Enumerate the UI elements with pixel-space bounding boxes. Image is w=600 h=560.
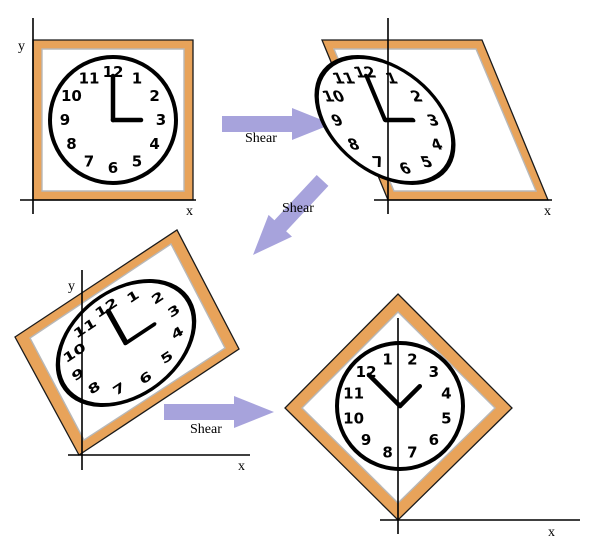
clock-numeral: 11 (79, 69, 100, 87)
clock-numeral: 1 (132, 69, 142, 87)
clock-numeral: 12 (351, 63, 379, 81)
clock-numeral: 12 (356, 363, 377, 381)
clock-minute-hand (366, 372, 403, 409)
clock-numeral: 4 (441, 385, 451, 403)
shear-label-3: Shear (190, 422, 222, 437)
x-axis-label: x (186, 204, 193, 219)
clock-numeral: 5 (158, 348, 176, 368)
arrow-down-left-icon (253, 174, 329, 255)
clock-hour-hand (397, 383, 423, 409)
shear-arrow-3: Shear (164, 396, 274, 437)
clock-numeral: 9 (60, 111, 70, 129)
shear-label-2: Shear (282, 201, 314, 216)
clock-numeral: 8 (382, 443, 392, 461)
clock-numeral: 2 (407, 351, 417, 369)
x-axis-label: x (238, 459, 245, 474)
clock-numeral: 12 (103, 63, 124, 81)
clock-numeral: 6 (108, 159, 118, 177)
clock-numeral: 9 (361, 431, 371, 449)
y-axis-label: y (68, 279, 75, 294)
clock-numeral: 8 (85, 378, 103, 398)
clock-numeral: 4 (149, 135, 159, 153)
clock-numeral: 10 (61, 87, 82, 105)
x-axis-label: x (544, 204, 551, 219)
clock-numeral: 6 (137, 368, 155, 388)
clock-numeral: 7 (84, 153, 94, 171)
clock-numeral: 1 (382, 351, 392, 369)
clock-numeral: 11 (343, 385, 364, 403)
clock-numeral: 3 (429, 363, 439, 381)
clock-hour-hand (123, 322, 157, 346)
clock-numeral: 3 (156, 111, 166, 129)
clock-numeral: 10 (319, 87, 348, 105)
clock-numeral: 2 (149, 87, 159, 105)
clock-numeral: 7 (407, 443, 417, 461)
clock-numeral: 1 (124, 287, 142, 307)
clock-numeral: 5 (132, 153, 142, 171)
clock-numeral: 11 (329, 69, 357, 87)
shear-label-1: Shear (245, 131, 277, 146)
arrow-right-icon (164, 396, 274, 428)
y-axis-label: y (18, 39, 25, 54)
clock-numeral: 6 (429, 431, 439, 449)
shear-arrow-1: Shear (222, 108, 332, 146)
clock-minute-hand (105, 308, 129, 346)
clock-numeral: 7 (110, 379, 128, 399)
shear-arrow-2: Shear (253, 174, 329, 255)
clock-numeral: 2 (149, 288, 167, 308)
clock-minute-hand (364, 73, 388, 123)
clock-numeral: 3 (165, 302, 183, 322)
clock-numeral: 10 (343, 409, 364, 427)
clock-numeral: 5 (441, 409, 451, 427)
clock-numeral: 8 (66, 135, 76, 153)
arrow-right-icon (222, 108, 332, 140)
x-axis-label: x (548, 525, 555, 540)
